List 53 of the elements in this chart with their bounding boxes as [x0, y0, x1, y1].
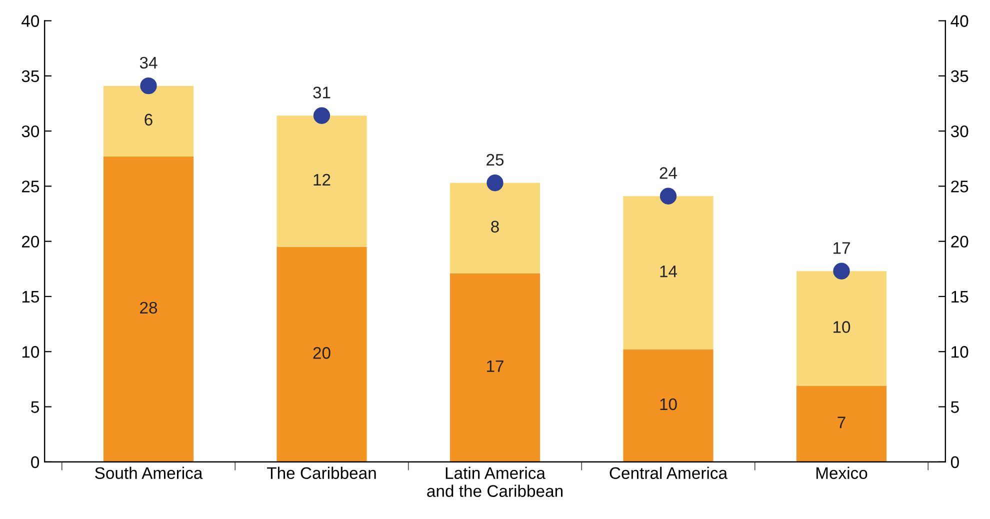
x-tick-label: Central America — [610, 466, 728, 480]
point — [833, 262, 850, 280]
y-tick-label: 40 — [22, 15, 40, 27]
y2-tick-label: 5 — [950, 401, 959, 413]
x-tick-label: South America — [95, 466, 203, 480]
data-label: 14 — [660, 266, 678, 278]
data-label: 31 — [313, 86, 330, 98]
bar — [103, 156, 194, 462]
y-tick-label: 15 — [22, 291, 39, 303]
point — [313, 107, 330, 124]
point — [660, 188, 677, 204]
point — [486, 174, 504, 192]
data-label: 24 — [660, 167, 678, 179]
y2-tick-label: 25 — [951, 180, 968, 192]
y2-tick-label: 40 — [950, 15, 968, 27]
bar — [276, 116, 367, 247]
y-tick-label: 10 — [22, 346, 40, 358]
y-tick-label: 25 — [22, 180, 39, 192]
y-tick-label: 5 — [31, 401, 39, 413]
bar — [450, 273, 540, 462]
bar — [103, 86, 194, 156]
data-label: 25 — [486, 154, 504, 166]
data-label: 7 — [838, 416, 846, 428]
data-label: 12 — [314, 174, 330, 186]
data-label: 10 — [834, 321, 850, 333]
bar — [796, 271, 887, 386]
bar — [796, 386, 887, 462]
x-tick-label: Latin America and the Caribbean — [427, 466, 562, 497]
y2-tick-label: 10 — [952, 346, 968, 358]
y-tick-label: 35 — [22, 70, 39, 82]
data-label: 17 — [487, 360, 504, 372]
y2-tick-label: 30 — [950, 125, 968, 138]
point — [140, 77, 157, 94]
data-label: 10 — [660, 398, 677, 410]
y-tick-label: 20 — [22, 236, 40, 248]
data-label: 17 — [834, 242, 850, 254]
y2-tick-label: 0 — [950, 456, 959, 468]
x-tick-label: Mexico — [816, 466, 868, 480]
data-label: 8 — [491, 220, 499, 233]
data-label: 34 — [140, 56, 158, 69]
y-tick-label: 30 — [22, 125, 40, 138]
y-tick-label: 0 — [31, 456, 40, 468]
data-label: 6 — [144, 114, 152, 126]
data-label: 20 — [313, 347, 330, 359]
data-label: 28 — [140, 302, 158, 314]
bar — [623, 196, 714, 350]
y2-tick-label: 15 — [952, 291, 968, 303]
y2-tick-label: 20 — [951, 236, 968, 248]
bar — [276, 246, 367, 462]
x-tick-label: The Caribbean — [267, 466, 376, 480]
bar — [623, 349, 714, 462]
bar — [450, 182, 540, 274]
y2-tick-label: 35 — [950, 70, 968, 82]
